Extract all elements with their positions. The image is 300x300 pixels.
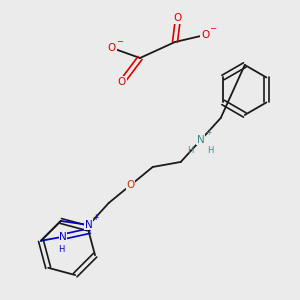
Text: H: H xyxy=(188,146,194,155)
Text: H: H xyxy=(58,245,64,254)
Text: O: O xyxy=(201,30,209,40)
Text: O: O xyxy=(127,180,135,190)
Text: +: + xyxy=(206,128,212,137)
Text: +: + xyxy=(93,214,99,223)
Text: H: H xyxy=(208,146,214,155)
Text: N: N xyxy=(59,232,67,242)
Text: N: N xyxy=(85,220,93,230)
Text: −: − xyxy=(116,38,124,46)
Text: O: O xyxy=(174,13,182,23)
Text: O: O xyxy=(118,77,126,87)
Text: O: O xyxy=(108,43,116,53)
Text: −: − xyxy=(209,25,217,34)
Text: N: N xyxy=(197,135,205,145)
